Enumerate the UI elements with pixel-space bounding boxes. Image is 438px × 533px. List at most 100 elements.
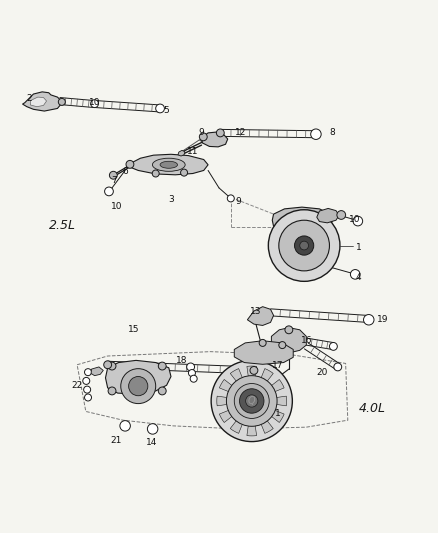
Polygon shape [272, 207, 332, 231]
Text: 16: 16 [300, 336, 312, 345]
Wedge shape [252, 401, 284, 423]
Text: 11: 11 [187, 147, 198, 156]
Wedge shape [252, 379, 284, 401]
Circle shape [120, 421, 131, 431]
Circle shape [129, 376, 148, 395]
Wedge shape [252, 401, 273, 433]
Circle shape [188, 369, 195, 376]
Text: 10: 10 [111, 202, 122, 211]
Circle shape [110, 171, 117, 179]
Text: 14: 14 [146, 438, 157, 447]
Circle shape [227, 195, 234, 202]
Circle shape [58, 99, 65, 106]
Circle shape [180, 169, 187, 176]
Text: 17: 17 [272, 361, 284, 370]
Circle shape [216, 129, 224, 137]
Circle shape [350, 270, 360, 279]
Text: 4.0L: 4.0L [359, 402, 386, 415]
Circle shape [300, 241, 308, 250]
Text: 6: 6 [122, 167, 128, 176]
Circle shape [84, 386, 91, 393]
Circle shape [279, 220, 329, 271]
Text: 15: 15 [128, 325, 140, 334]
Circle shape [294, 236, 314, 255]
Polygon shape [127, 154, 208, 175]
Text: 1: 1 [275, 409, 281, 418]
Circle shape [152, 170, 159, 177]
Circle shape [250, 367, 258, 374]
Circle shape [83, 377, 90, 384]
Text: 21: 21 [111, 436, 122, 445]
Circle shape [279, 342, 286, 349]
Text: 22: 22 [71, 381, 83, 390]
Wedge shape [247, 366, 257, 401]
Text: 2: 2 [26, 94, 32, 103]
Text: 4: 4 [356, 273, 361, 282]
Ellipse shape [152, 158, 185, 171]
Circle shape [329, 343, 337, 350]
Polygon shape [272, 328, 306, 353]
Text: 10: 10 [349, 215, 360, 224]
Circle shape [187, 363, 194, 371]
Text: 9: 9 [236, 197, 241, 206]
Text: 1: 1 [356, 243, 362, 252]
Polygon shape [234, 341, 293, 364]
Text: 20: 20 [316, 368, 327, 377]
Wedge shape [217, 396, 252, 406]
Circle shape [91, 100, 99, 108]
Circle shape [105, 187, 113, 196]
Circle shape [353, 216, 363, 226]
Circle shape [226, 376, 277, 426]
Polygon shape [317, 208, 339, 223]
Text: 10: 10 [89, 98, 100, 107]
Circle shape [85, 369, 92, 376]
Wedge shape [252, 369, 273, 401]
Polygon shape [106, 360, 171, 394]
Text: 13: 13 [251, 306, 262, 316]
Circle shape [199, 133, 207, 141]
Text: 2.5L: 2.5L [49, 219, 76, 231]
Wedge shape [230, 401, 252, 433]
Polygon shape [247, 306, 274, 326]
Circle shape [337, 211, 346, 220]
Text: 8: 8 [330, 128, 336, 137]
Text: 3: 3 [168, 195, 174, 204]
Text: 19: 19 [377, 315, 389, 324]
Text: 18: 18 [176, 356, 187, 365]
Circle shape [190, 375, 197, 382]
Circle shape [104, 361, 112, 369]
Circle shape [158, 362, 166, 370]
Text: 9: 9 [199, 127, 205, 136]
Polygon shape [30, 97, 46, 107]
Wedge shape [230, 369, 252, 401]
Circle shape [155, 104, 164, 113]
Circle shape [246, 395, 258, 407]
Polygon shape [178, 150, 185, 156]
Text: 7: 7 [111, 175, 117, 184]
Circle shape [240, 389, 264, 413]
Circle shape [108, 387, 116, 395]
Circle shape [121, 369, 155, 403]
Circle shape [259, 340, 266, 346]
Polygon shape [91, 367, 103, 376]
Polygon shape [201, 132, 228, 147]
Wedge shape [252, 396, 287, 406]
Circle shape [234, 384, 269, 418]
Circle shape [285, 326, 293, 334]
Text: Q: Q [248, 396, 255, 406]
Circle shape [211, 360, 292, 441]
Circle shape [148, 424, 158, 434]
Circle shape [85, 394, 92, 401]
Circle shape [364, 314, 374, 325]
Circle shape [126, 160, 134, 168]
Circle shape [108, 362, 116, 370]
Wedge shape [219, 401, 252, 423]
Polygon shape [22, 92, 62, 111]
Circle shape [158, 387, 166, 395]
Circle shape [311, 129, 321, 140]
Wedge shape [219, 379, 252, 401]
Circle shape [334, 363, 342, 371]
Circle shape [268, 210, 340, 281]
Wedge shape [247, 401, 257, 436]
Ellipse shape [160, 161, 177, 168]
